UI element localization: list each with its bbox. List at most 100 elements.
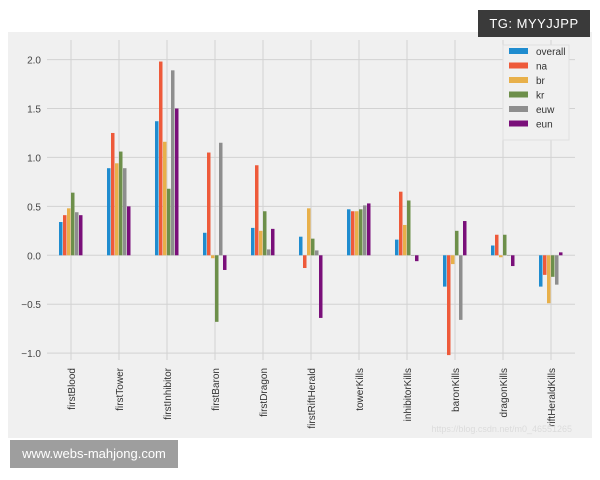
- y-tick-label: 1.0: [27, 153, 41, 164]
- faint-watermark: https://blog.csdn.net/m0_46551265: [431, 424, 572, 434]
- bar-na-towerKills: [351, 211, 355, 256]
- bar-br-firstRiftHerald: [307, 208, 311, 256]
- bar-kr-towerKills: [359, 209, 363, 256]
- bar-na-firstRiftHerald: [303, 255, 307, 269]
- bar-kr-firstDragon: [263, 211, 267, 256]
- bar-euw-baronKills: [459, 255, 463, 320]
- x-tick-label: firstTower: [115, 367, 126, 410]
- legend-label: na: [536, 62, 548, 73]
- bar-euw-towerKills: [363, 205, 367, 256]
- bar-eun-inhibitorKills: [415, 255, 419, 262]
- legend: overall na br kr euw eun: [502, 44, 570, 141]
- x-tick-label: dragonKills: [499, 368, 510, 417]
- bar-br-baronKills: [451, 255, 455, 265]
- bar-euw-firstDragon: [267, 249, 271, 256]
- legend-swatch-eun: [509, 120, 528, 127]
- bar-kr-baronKills: [455, 230, 459, 256]
- bar-eun-firstTower: [127, 206, 131, 256]
- y-axis: −1.0 −0.5 0.0 0.5 1.0 1.5 2.0: [21, 56, 41, 361]
- legend-label: kr: [536, 91, 545, 102]
- bar-kr-firstRiftHerald: [311, 238, 315, 256]
- bar-euw-firstTower: [123, 168, 127, 256]
- bar-na-firstBlood: [63, 215, 67, 256]
- bar-overall-firstTower: [107, 168, 111, 256]
- bar-overall-firstBlood: [59, 222, 63, 256]
- bar-euw-dragonKills: [507, 255, 511, 256]
- bar-eun-firstBlood: [79, 215, 83, 256]
- x-tick-label: baronKills: [451, 368, 462, 412]
- y-tick-label: 1.5: [27, 105, 41, 116]
- legend-swatch-euw: [509, 106, 528, 112]
- bar-na-firstTower: [111, 132, 115, 256]
- bar-kr-inhibitorKills: [407, 200, 411, 256]
- bar-br-riftHeraldKills: [547, 255, 551, 304]
- bar-overall-firstRiftHerald: [299, 236, 303, 256]
- legend-swatch-br: [509, 77, 528, 83]
- y-tick-label: 0.5: [27, 202, 41, 213]
- bar-br-firstInhibitor: [163, 141, 167, 256]
- bar-br-dragonKills: [499, 255, 503, 258]
- bar-overall-inhibitorKills: [395, 239, 399, 256]
- bar-na-dragonKills: [495, 234, 499, 256]
- bar-euw-firstRiftHerald: [315, 250, 319, 256]
- bar-br-firstBaron: [211, 255, 215, 259]
- legend-label: overall: [536, 47, 565, 58]
- bar-overall-baronKills: [443, 255, 447, 287]
- bar-kr-firstInhibitor: [167, 188, 171, 256]
- bar-euw-firstBlood: [75, 212, 79, 256]
- bar-overall-riftHeraldKills: [539, 255, 543, 287]
- x-tick-label: firstDragon: [259, 368, 270, 417]
- x-tick-label: riftHeraldKills: [547, 368, 558, 427]
- bar-kr-firstBaron: [215, 255, 219, 322]
- bar-br-inhibitorKills: [403, 224, 407, 256]
- bar-kr-dragonKills: [503, 234, 507, 256]
- bar-na-firstBaron: [207, 152, 211, 256]
- legend-swatch-overall: [509, 48, 528, 54]
- x-tick-label: firstInhibitor: [163, 367, 174, 419]
- bar-br-firstTower: [115, 163, 119, 256]
- x-axis: firstBlood firstTower firstInhibitor firstB…: [67, 367, 558, 428]
- bar-eun-baronKills: [463, 221, 467, 256]
- bar-overall-firstBaron: [203, 232, 207, 256]
- bar-euw-firstBaron: [219, 142, 223, 256]
- bar-eun-firstRiftHerald: [319, 255, 323, 318]
- y-tick-label: −1.0: [21, 349, 41, 360]
- site-watermark-badge: www.webs-mahjong.com: [10, 440, 178, 468]
- bar-na-firstInhibitor: [159, 61, 163, 256]
- bar-na-baronKills: [447, 255, 451, 356]
- bar-eun-riftHeraldKills: [559, 252, 563, 256]
- x-tick-label: firstBlood: [67, 368, 78, 410]
- bar-eun-firstDragon: [271, 228, 275, 256]
- x-tick-label: firstRiftHerald: [307, 368, 318, 429]
- bar-eun-dragonKills: [511, 255, 515, 267]
- y-tick-label: 2.0: [27, 56, 41, 67]
- bar-na-riftHeraldKills: [543, 255, 547, 275]
- legend-label: br: [536, 76, 546, 87]
- bars: [59, 61, 563, 356]
- bar-overall-firstInhibitor: [155, 121, 159, 256]
- bar-overall-dragonKills: [491, 245, 495, 256]
- legend-swatch-na: [509, 62, 528, 69]
- bar-na-firstDragon: [255, 165, 259, 256]
- bar-eun-firstInhibitor: [175, 108, 179, 256]
- bar-overall-towerKills: [347, 209, 351, 256]
- bar-br-firstDragon: [259, 230, 263, 256]
- legend-label: euw: [536, 105, 555, 116]
- legend-swatch-kr: [509, 91, 528, 98]
- tg-watermark-badge: TG: MYYJJPP: [478, 10, 590, 37]
- bar-euw-riftHeraldKills: [555, 255, 559, 285]
- bar-overall-firstDragon: [251, 227, 255, 256]
- bar-br-firstBlood: [67, 208, 71, 256]
- bar-eun-firstBaron: [223, 255, 227, 270]
- bar-br-towerKills: [355, 211, 359, 256]
- bar-euw-inhibitorKills: [411, 255, 415, 256]
- bar-na-inhibitorKills: [399, 191, 403, 256]
- y-tick-label: 0.0: [27, 251, 41, 262]
- y-tick-label: −0.5: [21, 300, 41, 311]
- bar-kr-riftHeraldKills: [551, 255, 555, 277]
- x-tick-label: firstBaron: [211, 368, 222, 411]
- bar-kr-firstTower: [119, 151, 123, 256]
- legend-label: eun: [536, 120, 553, 131]
- bar-eun-towerKills: [367, 203, 371, 256]
